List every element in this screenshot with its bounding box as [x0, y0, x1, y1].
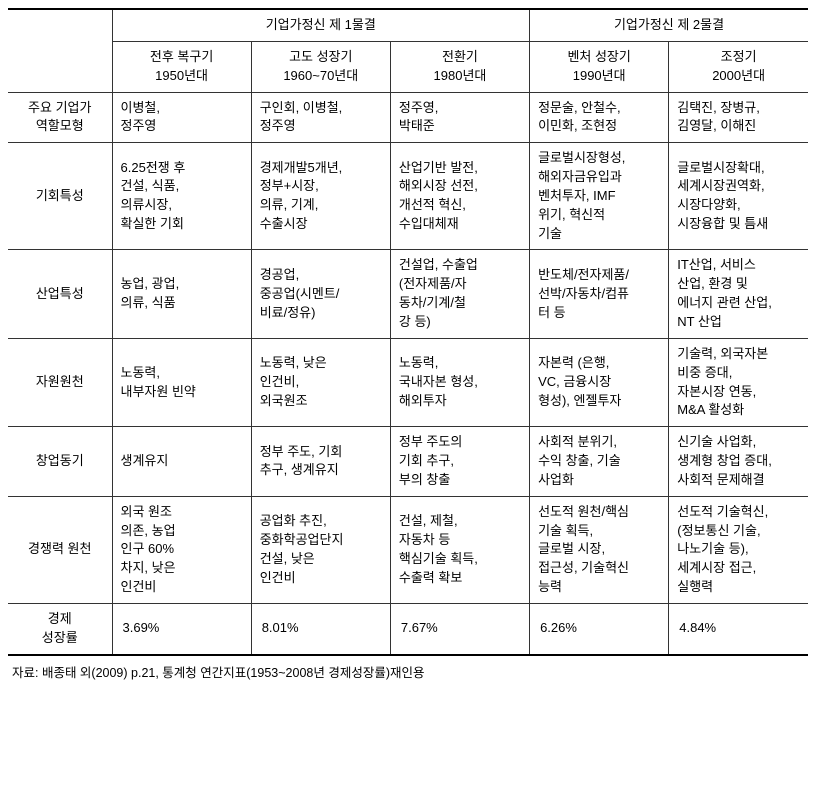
- cell-opportunity-4: 글로벌시장형성,해외자금유입과벤처투자, IMF위기, 혁신적기술: [530, 143, 669, 250]
- cell-opportunity-1: 6.25전쟁 후건설, 식품,의류시장,확실한 기회: [112, 143, 251, 250]
- row-rolemodel: 주요 기업가역할모형 이병철,정주영 구인회, 이병철,정주영 정주영,박태준 …: [8, 92, 808, 143]
- cell-rolemodel-3: 정주영,박태준: [390, 92, 529, 143]
- label-industry: 산업특성: [8, 250, 112, 338]
- cell-rolemodel-5: 김택진, 장병규,김영달, 이해진: [669, 92, 808, 143]
- cell-growth-1: 3.69%: [112, 603, 251, 654]
- label-resource: 자원원천: [8, 338, 112, 426]
- row-growth: 경제성장률 3.69% 8.01% 7.67% 6.26% 4.84%: [8, 603, 808, 654]
- cell-industry-2: 경공업,중공업(시멘트/비료/정유): [251, 250, 390, 338]
- row-opportunity: 기회특성 6.25전쟁 후건설, 식품,의류시장,확실한 기회 경제개발5개년,…: [8, 143, 808, 250]
- cell-opportunity-2: 경제개발5개년,정부+시장,의류, 기계,수출시장: [251, 143, 390, 250]
- label-rolemodel: 주요 기업가역할모형: [8, 92, 112, 143]
- cell-industry-1: 농업, 광업,의류, 식품: [112, 250, 251, 338]
- cell-competitive-4: 선도적 원천/핵심기술 획득,글로벌 시장,접근성, 기술혁신능력: [530, 496, 669, 603]
- cell-opportunity-3: 산업기반 발전,해외시장 선전,개선적 혁신,수입대체재: [390, 143, 529, 250]
- label-growth: 경제성장률: [8, 603, 112, 654]
- header-period-3: 전환기1980년대: [390, 41, 529, 92]
- cell-industry-4: 반도체/전자제품/선박/자동차/컴퓨터 등: [530, 250, 669, 338]
- cell-motive-2: 정부 주도, 기회추구, 생계유지: [251, 427, 390, 497]
- cell-motive-3: 정부 주도의기회 추구,부의 창출: [390, 427, 529, 497]
- cell-motive-1: 생계유지: [112, 427, 251, 497]
- cell-rolemodel-2: 구인회, 이병철,정주영: [251, 92, 390, 143]
- cell-resource-2: 노동력, 낮은인건비,외국원조: [251, 338, 390, 426]
- row-industry: 산업특성 농업, 광업,의류, 식품 경공업,중공업(시멘트/비료/정유) 건설…: [8, 250, 808, 338]
- header-period-4: 벤처 성장기1990년대: [530, 41, 669, 92]
- cell-opportunity-5: 글로벌시장확대,세계시장권역화,시장다양화,시장융합 및 틈새: [669, 143, 808, 250]
- cell-resource-3: 노동력,국내자본 형성,해외투자: [390, 338, 529, 426]
- cell-motive-5: 신기술 사업화,생계형 창업 증대,사회적 문제해결: [669, 427, 808, 497]
- label-competitive: 경쟁력 원천: [8, 496, 112, 603]
- cell-competitive-2: 공업화 추진,중화학공업단지건설, 낮은인건비: [251, 496, 390, 603]
- cell-growth-2: 8.01%: [251, 603, 390, 654]
- cell-rolemodel-1: 이병철,정주영: [112, 92, 251, 143]
- header-period-2: 고도 성장기1960~70년대: [251, 41, 390, 92]
- header-period-5: 조정기2000년대: [669, 41, 808, 92]
- cell-industry-3: 건설업, 수출업(전자제품/자동차/기계/철강 등): [390, 250, 529, 338]
- label-opportunity: 기회특성: [8, 143, 112, 250]
- cell-resource-4: 자본력 (은행,VC, 금융시장형성), 엔젤투자: [530, 338, 669, 426]
- cell-growth-5: 4.84%: [669, 603, 808, 654]
- source-note: 자료: 배종태 외(2009) p.21, 통계청 연간지표(1953~2008…: [8, 662, 808, 681]
- label-motive: 창업동기: [8, 427, 112, 497]
- cell-resource-5: 기술력, 외국자본비중 증대,자본시장 연동,M&A 활성화: [669, 338, 808, 426]
- cell-competitive-5: 선도적 기술혁신,(정보통신 기술,나노기술 등),세계시장 접근,실행력: [669, 496, 808, 603]
- row-competitive: 경쟁력 원천 외국 원조의존, 농업인구 60%차지, 낮은인건비 공업화 추진…: [8, 496, 808, 603]
- entrepreneurship-waves-table: 기업가정신 제 1물결 기업가정신 제 2물결 전후 복구기1950년대 고도 …: [8, 8, 808, 656]
- cell-competitive-3: 건설, 제철,자동차 등핵심기술 획득,수출력 확보: [390, 496, 529, 603]
- cell-growth-4: 6.26%: [530, 603, 669, 654]
- cell-competitive-1: 외국 원조의존, 농업인구 60%차지, 낮은인건비: [112, 496, 251, 603]
- header-period-1: 전후 복구기1950년대: [112, 41, 251, 92]
- row-motive: 창업동기 생계유지 정부 주도, 기회추구, 생계유지 정부 주도의기회 추구,…: [8, 427, 808, 497]
- header-wave2: 기업가정신 제 2물결: [530, 9, 808, 41]
- cell-growth-3: 7.67%: [390, 603, 529, 654]
- header-wave1: 기업가정신 제 1물결: [112, 9, 530, 41]
- row-resource: 자원원천 노동력,내부자원 빈약 노동력, 낮은인건비,외국원조 노동력,국내자…: [8, 338, 808, 426]
- cell-motive-4: 사회적 분위기,수익 창출, 기술사업화: [530, 427, 669, 497]
- cell-resource-1: 노동력,내부자원 빈약: [112, 338, 251, 426]
- corner-blank: [8, 9, 112, 92]
- cell-rolemodel-4: 정문술, 안철수,이민화, 조현정: [530, 92, 669, 143]
- cell-industry-5: IT산업, 서비스산업, 환경 및에너지 관련 산업,NT 산업: [669, 250, 808, 338]
